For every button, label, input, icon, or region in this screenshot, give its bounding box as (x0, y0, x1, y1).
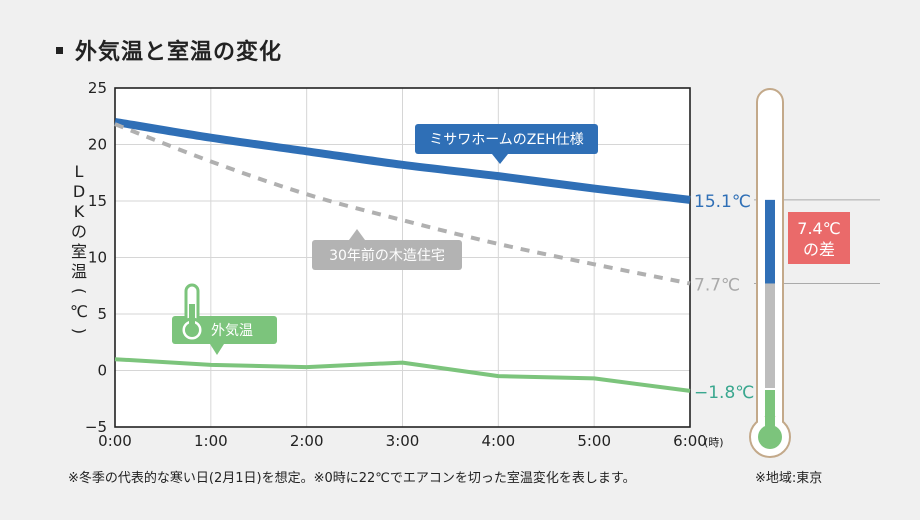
y-axis-label-char: ( (70, 288, 89, 294)
x-tick-label: 2:00 (290, 432, 324, 450)
chart-title: 外気温と室温の変化 (56, 34, 282, 66)
end-label-wood: 7.7℃ (694, 275, 740, 295)
series-line-zeh (114, 117, 691, 204)
y-tick-label: −5 (85, 418, 107, 436)
callout-pointer-wood (349, 229, 365, 240)
thermometer-gauge: 7.4℃ の差 (749, 88, 880, 458)
y-tick-label: 5 (97, 305, 107, 323)
y-axis-label-char: D (73, 182, 85, 201)
gauge-bulb-fill (758, 425, 782, 449)
callout-pointer-zeh (492, 154, 508, 164)
y-tick-labels: 25 20 15 10 5 0 −5 (85, 79, 107, 436)
end-labels: 15.1℃ 7.7℃ −1.8℃ (694, 192, 754, 403)
series-line-outdoor (114, 357, 691, 393)
x-tick-label: 4:00 (481, 432, 515, 450)
y-tick-label: 10 (88, 249, 107, 267)
thermometer-icon (179, 283, 205, 343)
x-tick-label: 0:00 (98, 432, 132, 450)
y-tick-label: 25 (88, 79, 107, 97)
y-tick-label: 15 (88, 192, 107, 210)
footnote-main: ※冬季の代表的な寒い日(2月1日)を想定。※0時に22℃でエアコンを切った室温変… (68, 471, 636, 486)
thermometer-bulb (185, 323, 199, 337)
callout-outdoor: 外気温 (172, 283, 277, 355)
x-tick-label: 1:00 (194, 432, 228, 450)
y-tick-label: 20 (88, 136, 107, 154)
series-line-wood (114, 122, 691, 286)
plot-frame (114, 87, 691, 428)
end-label-outdoor: −1.8℃ (694, 383, 754, 403)
difference-badge (788, 212, 850, 264)
gauge-segment-zeh (765, 199, 775, 284)
callout-box-zeh (415, 124, 598, 154)
y-axis-label-char: 室 (71, 242, 87, 261)
end-label-zeh: 15.1℃ (694, 192, 751, 212)
y-tick-label: 0 (97, 362, 107, 380)
x-unit-label: (時) (704, 436, 724, 449)
callout-label-outdoor: 外気温 (211, 323, 253, 339)
chart-title-text: 外気温と室温の変化 (75, 40, 283, 65)
x-tick-label: 3:00 (386, 432, 420, 450)
gauge-segment-outdoor (765, 390, 775, 437)
title-bullet (56, 46, 63, 54)
callout-box-wood (312, 240, 462, 270)
x-tick-label: 6:00 (673, 432, 707, 450)
y-axis-label-char: 温 (71, 262, 87, 281)
footnote-region: ※地域:東京 (755, 471, 823, 486)
thermometer-fill (189, 304, 195, 328)
gauge-segment-wood (765, 283, 775, 388)
callout-label-wood: 30年前の木造住宅 (329, 247, 445, 264)
y-axis-label-char: の (71, 222, 87, 241)
x-tick-labels: 0:00 1:00 2:00 3:00 4:00 5:00 6:00 (98, 432, 707, 450)
y-axis-label-char: ℃ (70, 302, 88, 321)
series-lines (114, 117, 691, 393)
y-axis-label-char: L (75, 162, 84, 181)
difference-value: 7.4℃ (797, 219, 840, 238)
x-tick-label: 5:00 (577, 432, 611, 450)
callout-label-zeh: ミサワホームのZEH仕様 (429, 132, 584, 148)
difference-text: の差 (803, 240, 835, 259)
callout-pointer-outdoor (210, 344, 224, 355)
y-axis-label-char: ) (70, 328, 89, 334)
y-axis-label-char: K (74, 202, 85, 221)
